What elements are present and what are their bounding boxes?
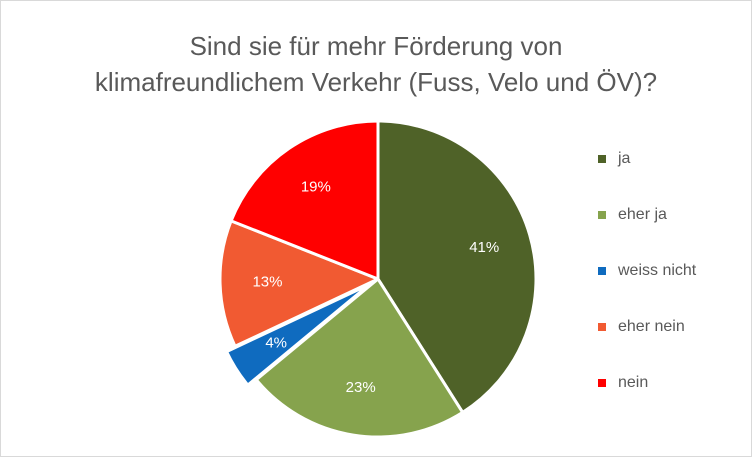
legend-swatch-nein bbox=[598, 379, 606, 387]
legend-label-nein: nein bbox=[618, 374, 649, 391]
pie-slice-eher-nein bbox=[218, 219, 380, 348]
legend-item-nein: nein bbox=[598, 369, 696, 397]
legend-label-weiss-nicht: weiss nicht bbox=[618, 262, 697, 279]
pie-slice-nein bbox=[229, 119, 380, 281]
chart-title: Sind sie für mehr Förderung von klimafre… bbox=[0, 28, 752, 100]
data-label-eher-ja: 23% bbox=[346, 379, 376, 396]
legend-label-ja: ja bbox=[618, 150, 631, 167]
legend-label-eher-ja: eher ja bbox=[618, 206, 667, 223]
chart-title-line-1: Sind sie für mehr Förderung von bbox=[189, 31, 563, 61]
legend-label-eher-nein: eher nein bbox=[618, 318, 685, 335]
legend-swatch-weiss-nicht bbox=[598, 267, 606, 275]
legend-swatch-eher-nein bbox=[598, 323, 606, 331]
data-label-weiss-nicht: 4% bbox=[265, 335, 287, 352]
legend: ja eher ja weiss nicht eher nein nein bbox=[598, 145, 696, 425]
data-label-eher-nein: 13% bbox=[252, 273, 282, 290]
pie-slice-eher-ja bbox=[254, 277, 465, 439]
data-label-nein: 19% bbox=[301, 178, 331, 195]
legend-swatch-eher-ja bbox=[598, 211, 606, 219]
legend-item-weiss-nicht: weiss nicht bbox=[598, 257, 696, 285]
pie-slice-weiss-nicht bbox=[225, 282, 372, 387]
legend-item-ja: ja bbox=[598, 145, 696, 173]
legend-swatch-ja bbox=[598, 155, 606, 163]
legend-item-eher-ja: eher ja bbox=[598, 201, 696, 229]
legend-item-eher-nein: eher nein bbox=[598, 313, 696, 341]
chart-title-line-2: klimafreundlichem Verkehr (Fuss, Velo un… bbox=[94, 67, 658, 97]
data-label-ja: 41% bbox=[469, 239, 499, 256]
